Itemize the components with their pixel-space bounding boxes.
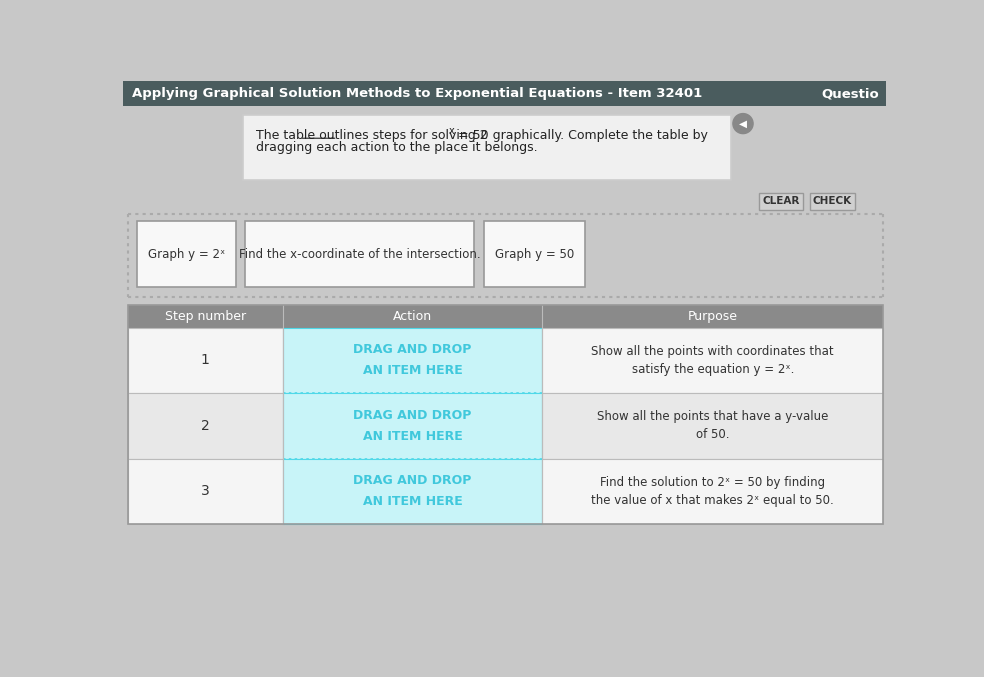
Bar	[128, 305, 884, 328]
Bar	[282, 458, 542, 524]
Text: The table outlines steps for solving 2: The table outlines steps for solving 2	[256, 129, 488, 142]
Text: CLEAR: CLEAR	[763, 196, 800, 206]
Text: DRAG AND DROP
AN ITEM HERE: DRAG AND DROP AN ITEM HERE	[353, 475, 471, 508]
Text: Action: Action	[393, 309, 432, 322]
Bar	[542, 328, 884, 393]
Text: DRAG AND DROP
AN ITEM HERE: DRAG AND DROP AN ITEM HERE	[353, 409, 471, 443]
Bar	[128, 214, 884, 297]
Text: dragging each action to the place it belongs.: dragging each action to the place it bel…	[256, 141, 538, 154]
Text: = 50 graphically. Complete the table by: = 50 graphically. Complete the table by	[454, 129, 707, 142]
Bar	[245, 221, 474, 287]
Text: 2: 2	[201, 419, 210, 433]
Text: Find the x-coordinate of the intersection.: Find the x-coordinate of the intersectio…	[239, 248, 480, 261]
Bar	[137, 221, 236, 287]
Bar	[759, 193, 804, 210]
Bar	[542, 458, 884, 524]
Bar	[128, 393, 282, 458]
Bar	[128, 458, 282, 524]
Bar	[484, 221, 584, 287]
Text: Graph y = 50: Graph y = 50	[495, 248, 574, 261]
Text: 3: 3	[201, 484, 210, 498]
Bar	[282, 328, 542, 393]
Bar	[282, 393, 542, 458]
Bar	[243, 115, 731, 180]
Text: CHECK: CHECK	[813, 196, 852, 206]
Text: Find the solution to 2ˣ = 50 by finding
the value of x that makes 2ˣ equal to 50: Find the solution to 2ˣ = 50 by finding …	[591, 476, 834, 507]
Circle shape	[733, 114, 753, 133]
Text: Applying Graphical Solution Methods to Exponential Equations - Item 32401: Applying Graphical Solution Methods to E…	[132, 87, 703, 100]
Text: Questio: Questio	[821, 87, 879, 100]
Text: Show all the points with coordinates that
satisfy the equation y = 2ˣ.: Show all the points with coordinates tha…	[591, 345, 834, 376]
Text: Show all the points that have a y-value
of 50.: Show all the points that have a y-value …	[597, 410, 829, 441]
Text: Step number: Step number	[164, 309, 246, 322]
Text: Graph y = 2ˣ: Graph y = 2ˣ	[148, 248, 225, 261]
Bar	[123, 81, 886, 106]
Bar	[810, 193, 854, 210]
Text: DRAG AND DROP
AN ITEM HERE: DRAG AND DROP AN ITEM HERE	[353, 343, 471, 377]
Text: ◀: ◀	[739, 118, 747, 129]
Text: x: x	[449, 126, 455, 136]
Text: Purpose: Purpose	[688, 309, 738, 322]
Bar	[542, 393, 884, 458]
Text: 1: 1	[201, 353, 210, 368]
Bar	[128, 305, 884, 524]
Bar	[128, 328, 282, 393]
